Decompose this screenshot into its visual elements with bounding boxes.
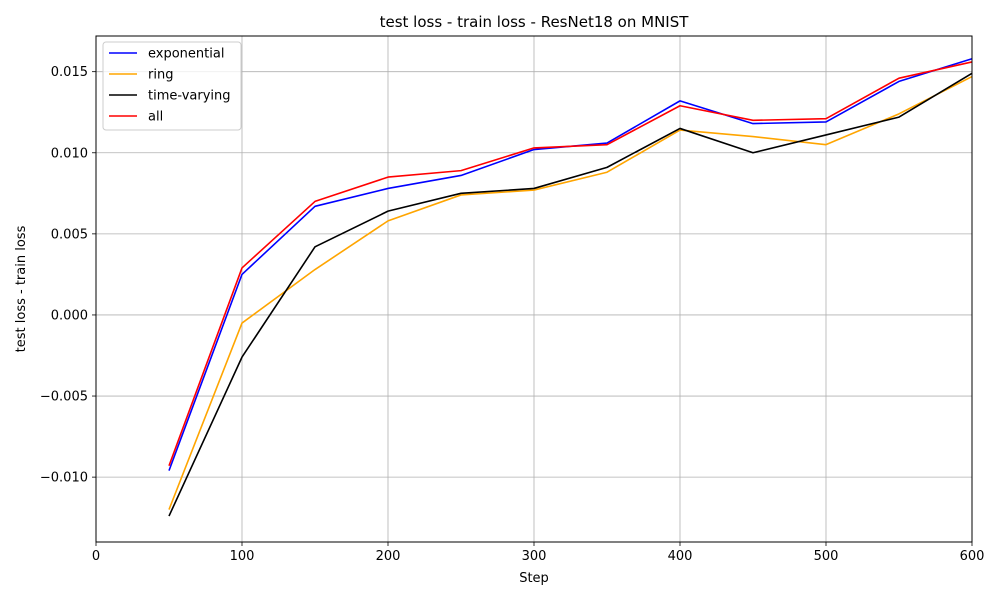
- series-line-ring: [168, 75, 973, 510]
- legend-box: [102, 41, 242, 131]
- x-tick-label: 300: [522, 549, 547, 564]
- y-tick-label: −0.005: [40, 390, 88, 405]
- series-lines: [168, 57, 973, 517]
- grid: [95, 36, 973, 542]
- x-axis-label: Step: [519, 571, 549, 586]
- x-tick-label: 0: [92, 549, 100, 564]
- y-tick-label: 0.015: [51, 65, 88, 80]
- legend-label-ring: ring: [148, 68, 173, 83]
- x-tick-label: 400: [668, 549, 693, 564]
- x-tick-label: 200: [376, 549, 401, 564]
- x-tick-label: 600: [960, 549, 985, 564]
- series-line-time-varying: [168, 72, 973, 517]
- y-tick-label: 0.010: [51, 146, 88, 161]
- y-axis-label: test loss - train loss: [14, 225, 29, 352]
- x-tick-label: 100: [230, 549, 255, 564]
- y-tick-label: 0.005: [51, 227, 88, 242]
- y-tick-label: −0.010: [40, 471, 88, 486]
- y-tick-label: 0.000: [51, 308, 88, 323]
- legend-label-exponential: exponential: [148, 47, 224, 62]
- chart-title: test loss - train loss - ResNet18 on MNI…: [380, 13, 690, 31]
- legend-label-all: all: [148, 110, 163, 125]
- legend-label-time-varying: time-varying: [148, 89, 231, 104]
- x-tick-label: 500: [814, 549, 839, 564]
- legend: exponential ring time-varying all: [102, 41, 242, 131]
- axis-ticks: 0 100 200 300 400 500 600 −0.010 −0.005 0.000 0.00…: [40, 65, 985, 564]
- series-line-all: [168, 61, 973, 467]
